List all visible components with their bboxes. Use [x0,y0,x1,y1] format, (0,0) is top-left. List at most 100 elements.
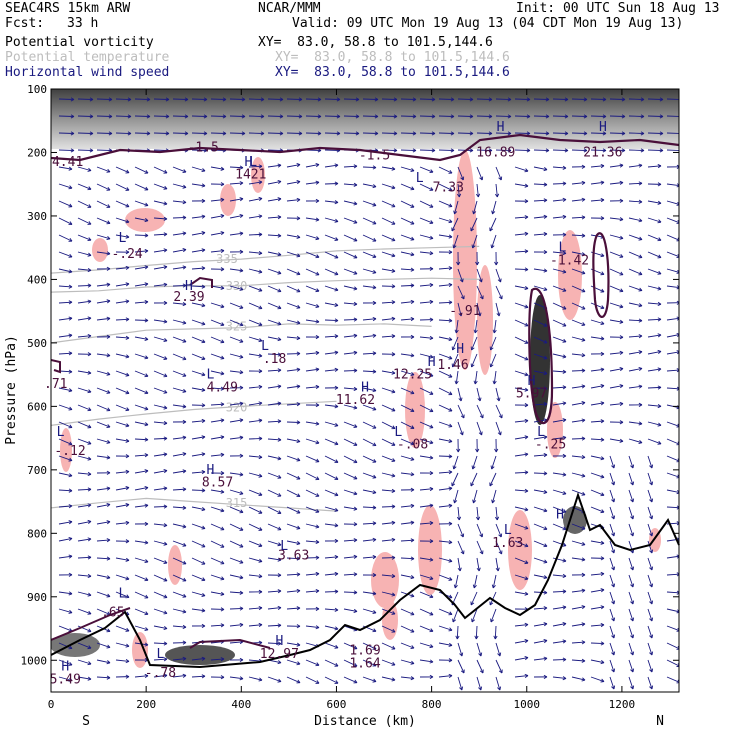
wind-arrow [153,166,168,174]
wind-arrow [229,353,244,358]
wind-arrow [115,438,130,442]
wind-arrow-head [125,674,130,679]
wind-arrow [343,455,358,463]
wind-arrow [609,217,624,220]
pv-contour [592,232,610,318]
wind-arrow-head [334,302,339,308]
x-tick-label: 0 [48,698,55,711]
wind-arrow-head [524,591,529,596]
wind-arrow [362,217,377,225]
wind-arrow-head [657,200,662,205]
y-tick-label: 300 [27,210,47,223]
wind-arrow [96,132,113,134]
wind-arrow-head [524,183,529,188]
wind-arrow-head [334,626,339,631]
wind-arrow [153,506,168,508]
wind-arrow-head [87,573,92,579]
wind-arrow [77,591,92,596]
wind-arrow-head [562,526,567,531]
wind-arrow-head [144,521,149,526]
field-pv-name: Potential vorticity [5,35,154,50]
wind-arrow-head [277,542,282,547]
wind-arrow-head [68,333,73,338]
wind-arrow [362,591,377,595]
wind-arrow-head [315,180,320,185]
wind-arrow [286,607,301,610]
wind-arrow-head [144,169,149,174]
wind-arrow [343,285,358,290]
wind-arrow-head [657,333,662,338]
wind-arrow-head [258,510,263,514]
wind-arrow-head [524,387,529,392]
wind-arrow-head [494,448,499,453]
wind-arrow-head [640,148,645,153]
wind-arrow-head [258,492,263,497]
wind-arrow-head [353,475,358,480]
y-tick-label: 800 [27,527,47,540]
wind-arrow [153,523,168,526]
wind-arrow-head [564,131,569,136]
wind-arrow [153,283,168,287]
wind-arrow-head [296,572,301,577]
wind-arrow-head [543,638,548,644]
wind-arrow-head [182,200,187,205]
wind-arrow-head [391,334,396,339]
wind-arrow-head [220,657,225,662]
wind-arrow [115,370,130,377]
wind-arrow-head [657,286,662,291]
wind-arrow-head [429,169,434,174]
wind-arrow [454,200,459,215]
wind-arrow-head [201,403,206,408]
wind-arrow-head [473,380,478,385]
wind-arrow [172,353,187,360]
wind-arrow [514,387,529,391]
wind-arrow [153,674,168,678]
wind-arrow [400,318,415,321]
wind-arrow [229,215,244,219]
wind-arrow-head [431,148,436,153]
wind-arrow [571,606,586,610]
wind-arrow [457,132,474,134]
wind-arrow-head [163,657,168,662]
wind-arrow [666,506,679,509]
wind-arrow-head [353,286,358,291]
wind-arrow [286,164,301,168]
wind-arrow-head [524,322,529,327]
wind-arrow [172,232,187,236]
wind-arrow-head [239,322,244,327]
wind-arrow-head [431,114,436,119]
wind-arrow-head [296,438,301,444]
wind-arrow [134,487,149,491]
wind-arrow-head [201,656,206,661]
wind-arrow [267,523,282,531]
wind-arrow [628,625,634,639]
wind-arrow [476,98,493,100]
wind-arrow [494,625,497,640]
wind-arrow [343,302,358,305]
wind-arrow [457,115,474,117]
wind-arrow [400,115,417,117]
wind-arrow [191,149,208,151]
wind-arrow [172,608,187,613]
wind-arrow [666,472,679,478]
wind-arrow [400,676,415,679]
wind-arrow [666,387,679,390]
wind-arrow [457,506,460,521]
wind-arrow-head [298,97,303,102]
wind-arrow-head [391,253,396,258]
wind-arrow [134,574,149,581]
wind-arrow [471,608,478,623]
wind-arrow-head [524,168,529,173]
hl-marker: L [537,425,545,440]
wind-arrow-head [492,380,497,385]
wind-arrow-head [600,216,605,221]
wind-arrow-head [507,97,512,102]
wind-arrow-head [296,588,301,593]
wind-arrow [96,642,111,648]
wind-arrow [58,659,73,666]
wind-arrow [248,419,263,423]
wind-arrow [58,608,73,614]
wind-arrow [419,234,434,239]
wind-arrow-head [201,525,206,530]
wind-arrow-head [315,288,320,293]
